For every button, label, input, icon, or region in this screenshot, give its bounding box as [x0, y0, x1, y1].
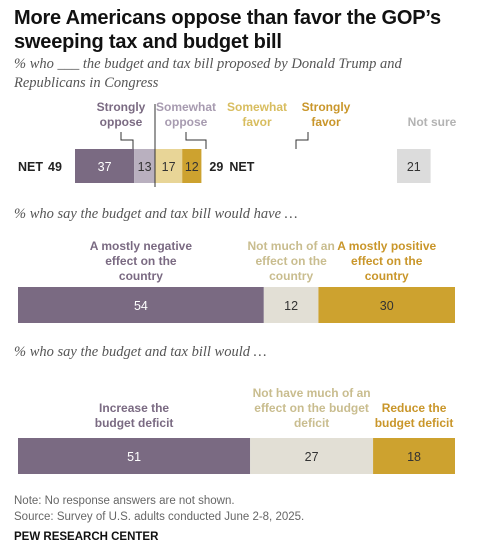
bar2-value-3: 30	[380, 299, 394, 313]
bar1-segment-4	[182, 149, 202, 183]
bar2-segment-1	[18, 287, 264, 323]
chart3-subtitle: % who say the budget and tax bill would …	[14, 344, 267, 360]
bar2-category-label-3-line-2: effect on the	[351, 254, 423, 268]
bar3-category-label-2-line-3: deficit	[294, 416, 329, 430]
chart2-subtitle: % who say the budget and tax bill would …	[14, 206, 298, 222]
bar1-category-label-2-line-2: oppose	[165, 115, 208, 129]
net-favor-label: NET	[229, 160, 254, 174]
bar2-category-label-2-line-2: effect on the	[255, 254, 327, 268]
bar2-category-label-2-line-1: Not much of an	[247, 239, 334, 253]
bar1-value-4: 12	[185, 160, 199, 174]
bar3-category-label-2-line-2: effect on the budget	[254, 401, 369, 415]
bar1-category-label-3-line-1: Somewhat	[227, 100, 287, 114]
bar3-category-label-1-line-1: Increase the	[99, 401, 169, 415]
bar3-segment-1	[18, 438, 251, 474]
bar1-value-2: 13	[138, 160, 152, 174]
chart-title: More Americans oppose than favor the GOP…	[14, 7, 441, 53]
bar3-category-label-1-line-2: budget deficit	[95, 416, 174, 430]
bar2-category-label-3-line-3: country	[365, 269, 409, 283]
bar2-category-label-3-line-1: A mostly positive	[337, 239, 436, 253]
bar2-category-label-1-line-3: country	[119, 269, 163, 283]
bar3-category-label-3-line-2: budget deficit	[375, 416, 454, 430]
bar1-category-label-1-line-2: oppose	[100, 115, 143, 129]
bar3-value-2: 27	[305, 450, 319, 464]
bar2-segment-3	[318, 287, 455, 323]
note-text: Note: No response answers are not shown.	[14, 495, 235, 507]
bar1-category-label-2-line-1: Somewhat	[156, 100, 216, 114]
bar1-category-label-5-line-1: Not sure	[408, 115, 457, 129]
net-oppose-label: NET	[18, 160, 43, 174]
bar1-category-label-4-line-2: favor	[311, 115, 341, 129]
chart1-subtitle: % who ___ the budget and tax bill propos…	[14, 56, 402, 91]
bar1-category-label-4-line-1: Strongly	[302, 100, 351, 114]
bar1-leader-line-1	[120, 132, 134, 149]
bar1-value-3: 17	[162, 160, 176, 174]
net-oppose-value: 49	[48, 160, 62, 174]
bar2-value-2: 12	[284, 299, 298, 313]
bar1-value-5: 21	[407, 160, 421, 174]
bar2-category-label-1-line-1: A mostly negative	[90, 239, 193, 253]
source-text: Source: Survey of U.S. adults conducted …	[14, 511, 305, 523]
bar2-category-label-2-line-3: country	[269, 269, 313, 283]
bar3-category-label-2-line-1: Not have much of an	[253, 386, 371, 400]
bar1-segment-2	[134, 149, 155, 183]
net-favor-value: 29	[209, 160, 223, 174]
bar1-value-1: 37	[98, 160, 112, 174]
bar1-leader-line-3	[295, 132, 309, 149]
bar3-segment-2	[250, 438, 374, 474]
bar2-segment-2	[263, 287, 319, 323]
bar1-category-label-1-line-1: Strongly	[97, 100, 146, 114]
bar1-segment-5	[397, 149, 431, 183]
bar1-segment-3	[155, 149, 183, 183]
bar1-category-label-3-line-2: favor	[242, 115, 272, 129]
bar3-value-1: 51	[127, 450, 141, 464]
bar2-value-1: 54	[134, 299, 148, 313]
bar1-segment-1	[75, 149, 135, 183]
bar1-leader-line-2	[185, 132, 207, 149]
bar2-category-label-1-line-2: effect on the	[105, 254, 177, 268]
brand-logo-text: PEW RESEARCH CENTER	[14, 531, 159, 543]
bar3-value-3: 18	[407, 450, 421, 464]
bar3-category-label-3-line-1: Reduce the	[382, 401, 447, 415]
bar3-segment-3	[373, 438, 455, 474]
